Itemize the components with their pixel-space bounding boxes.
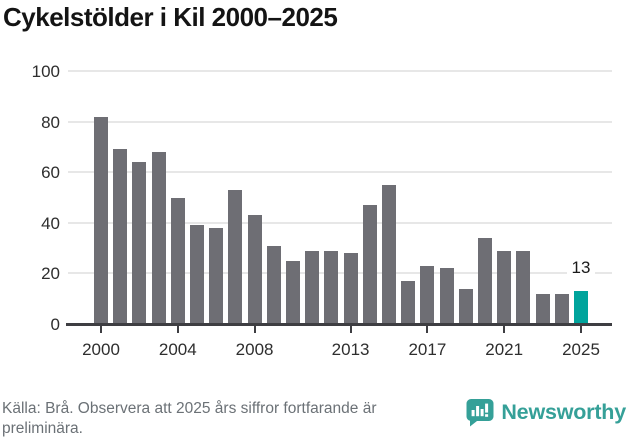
y-gridline [68, 272, 612, 275]
y-axis-tick-label: 80 [41, 112, 60, 132]
x-axis-tick-mark [426, 326, 429, 333]
x-axis-tick-label: 2025 [562, 340, 600, 359]
x-axis-tick-mark [253, 326, 256, 333]
x-axis-tick-mark [176, 326, 179, 333]
newsworthy-branding: Newsworthy [466, 398, 626, 427]
y-gridline [68, 70, 612, 72]
bar-2014 [362, 205, 377, 324]
source-note: Källa: Brå. Observera att 2025 års siffr… [2, 400, 377, 437]
x-axis-tick-mark [580, 326, 582, 333]
bar-2006 [209, 227, 224, 324]
x-axis-tick-mark [100, 326, 102, 333]
x-axis-tick-label: 2021 [485, 340, 524, 359]
y-gridline [68, 120, 612, 123]
bar-2021 [497, 250, 512, 324]
bar-2005 [190, 225, 204, 324]
bar-2017 [420, 265, 435, 324]
bar-2012 [324, 250, 339, 324]
x-axis-tick-mark [349, 326, 352, 333]
bar-2000 [94, 116, 108, 324]
brand-name: Newsworthy [501, 400, 626, 424]
bar-2025 [574, 291, 588, 324]
newsworthy-chart-bubble-icon [466, 399, 494, 427]
bar-2010 [286, 260, 300, 324]
y-axis-tick-label: 20 [41, 264, 60, 284]
x-axis-tick-label: 2000 [82, 340, 120, 359]
x-axis-line [66, 323, 612, 326]
chart-title: Cykelstölder i Kil 2000–2025 [3, 2, 338, 32]
y-gridline [68, 221, 612, 224]
x-axis-tick-mark [503, 326, 506, 333]
bar-2011 [305, 250, 320, 324]
y-gridline [68, 171, 612, 174]
bar-2008 [247, 215, 262, 324]
bar-2007 [228, 189, 243, 324]
y-axis-tick-label: 100 [31, 62, 60, 81]
highlight-value-label: 13 [567, 258, 595, 279]
bar-2002 [132, 162, 147, 324]
bar-2003 [151, 151, 166, 324]
bar-2024 [554, 293, 569, 324]
bar-2004 [170, 197, 185, 324]
x-axis-tick-label: 2008 [235, 340, 274, 359]
bar-2018 [439, 268, 454, 324]
y-axis-tick-label: 60 [41, 163, 60, 183]
x-axis-tick-label: 2013 [331, 340, 370, 359]
bar-2013 [343, 253, 358, 324]
bar-2019 [458, 288, 473, 324]
bar-2020 [478, 237, 492, 324]
bar-2023 [535, 293, 550, 324]
bar-2001 [113, 149, 128, 324]
bar-2022 [516, 250, 531, 324]
y-axis-tick-label: 0 [50, 315, 60, 334]
bar-2016 [401, 280, 416, 324]
x-axis-tick-label: 2004 [158, 340, 197, 359]
x-axis-tick-label: 2017 [408, 340, 447, 359]
bar-2015 [382, 184, 396, 324]
bar-2009 [266, 245, 281, 324]
y-axis-tick-label: 40 [41, 213, 60, 233]
